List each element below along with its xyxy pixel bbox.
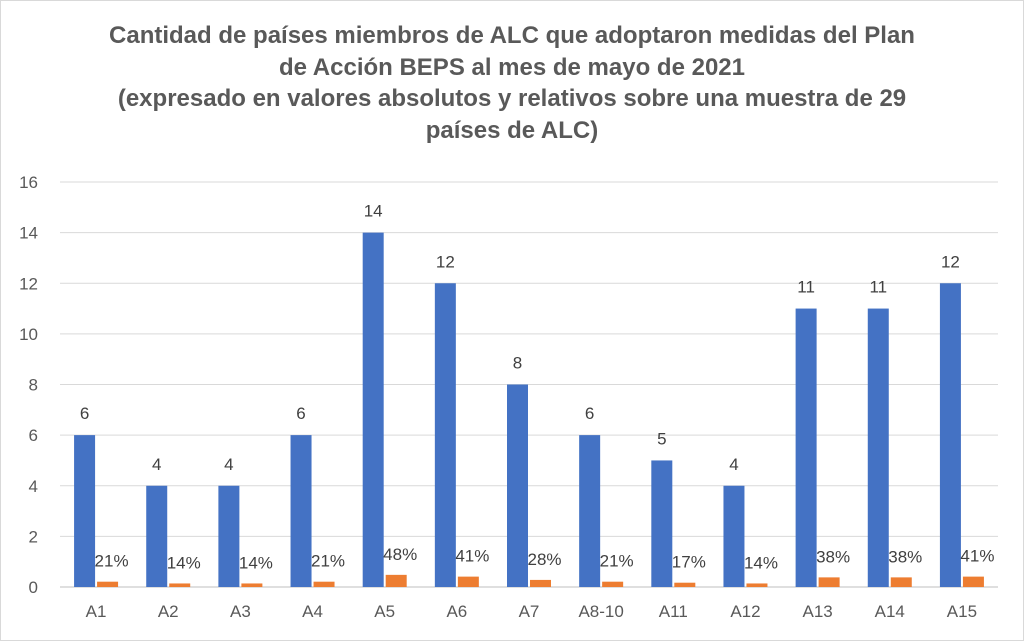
bar-percent [530, 579, 551, 587]
bar-percent [818, 577, 840, 587]
x-tick-label: A6 [446, 602, 467, 621]
data-label-percent: 14% [239, 553, 273, 572]
data-label-count: 11 [797, 278, 815, 297]
data-label-percent: 17% [672, 553, 706, 572]
bar-percent [890, 577, 912, 587]
data-label-percent: 38% [888, 547, 922, 566]
bar-count [651, 460, 673, 587]
bar-percent [313, 581, 335, 587]
bar-count [795, 308, 817, 587]
x-tick-label: A3 [230, 602, 251, 621]
data-label-percent: 14% [744, 553, 778, 572]
data-label-count: 8 [513, 354, 522, 373]
y-tick-label: 0 [29, 578, 38, 597]
bar-count [218, 485, 240, 587]
data-label-count: 11 [869, 278, 887, 297]
bar-count [74, 435, 96, 587]
x-tick-label: A11 [659, 602, 688, 621]
gridlines [60, 181, 998, 588]
data-label-percent: 14% [167, 553, 201, 572]
data-label-percent: 38% [816, 547, 850, 566]
bar-percent [746, 583, 768, 587]
bar-count [362, 232, 384, 587]
bar-count [290, 435, 312, 587]
y-tick-label: 6 [29, 426, 38, 445]
bar-percent [97, 581, 119, 587]
data-label-percent: 21% [95, 552, 129, 571]
bar-count [939, 283, 961, 587]
x-tick-label: A12 [730, 602, 760, 621]
data-label-count: 6 [296, 404, 305, 423]
data-label-percent: 48% [383, 545, 417, 564]
chart-title-line-3: (expresado en valores absolutos y relati… [117, 85, 907, 112]
x-tick-label: A4 [302, 602, 323, 621]
data-label-count: 5 [657, 429, 666, 448]
data-labels: 621%414%414%621%1448%1241%828%621%517%41… [80, 202, 995, 573]
bar-count [867, 308, 889, 587]
bar-count [434, 283, 456, 587]
data-label-percent: 41% [455, 547, 489, 566]
x-tick-label: A5 [374, 602, 395, 621]
y-tick-label: 14 [19, 224, 38, 243]
data-label-count: 14 [364, 202, 383, 221]
chart-title-line-2: de Acción BEPS al mes de mayo de 2021 [279, 53, 745, 81]
y-tick-label: 2 [29, 527, 38, 546]
y-tick-label: 8 [29, 376, 38, 395]
y-tick-label: 16 [19, 173, 38, 192]
data-label-percent: 21% [600, 552, 634, 571]
data-label-count: 4 [224, 455, 233, 474]
data-label-count: 4 [729, 455, 738, 474]
bar-percent [602, 581, 624, 587]
bars [74, 232, 984, 587]
bar-percent [457, 576, 479, 587]
bar-count [146, 485, 168, 587]
chart-title-line-4: países de ALC) [425, 116, 599, 144]
bar-percent [169, 583, 191, 587]
bar-percent [241, 583, 263, 587]
bar-count [579, 435, 601, 587]
y-tick-label: 12 [19, 274, 38, 293]
bar-count [507, 384, 528, 587]
data-label-count: 6 [585, 404, 594, 423]
data-label-percent: 28% [527, 550, 561, 569]
x-axis: A1 A2 A3 A4 A5 A6 A7 A8-10 A11 A12 A13 A14 A15 [86, 602, 977, 621]
y-tick-label: 4 [29, 477, 38, 496]
chart-title-line-1: Cantidad de países miembros de ALC que a… [109, 22, 915, 49]
data-label-percent: 21% [311, 552, 345, 571]
data-label-percent: 41% [960, 547, 994, 566]
bar-percent [962, 576, 984, 587]
data-label-count: 12 [941, 252, 960, 271]
x-tick-label: A7 [519, 602, 540, 621]
bar-percent [674, 582, 696, 587]
x-tick-label: A1 [86, 602, 107, 621]
data-label-count: 12 [436, 252, 455, 271]
bar-count [723, 485, 745, 587]
x-tick-label: A14 [875, 602, 905, 621]
bar-percent [385, 574, 407, 587]
x-tick-label: A2 [158, 602, 179, 621]
y-axis: 0 2 4 6 8 10 12 14 16 [19, 173, 38, 597]
chart-title: Cantidad de países miembros de ALC que a… [60, 20, 964, 146]
x-tick-label: A15 [947, 602, 977, 621]
x-tick-label: A8-10 [578, 602, 623, 621]
data-label-count: 4 [152, 455, 161, 474]
x-tick-label: A13 [802, 602, 832, 621]
data-label-count: 6 [80, 404, 89, 423]
y-tick-label: 10 [19, 325, 38, 344]
